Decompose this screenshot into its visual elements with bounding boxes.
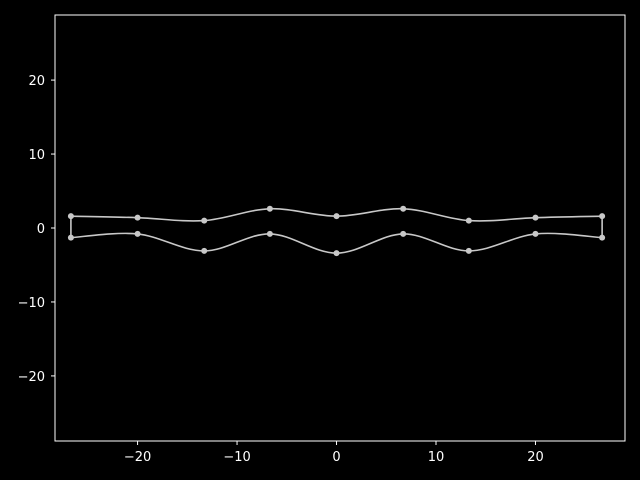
series-layer (67, 205, 606, 257)
y-tick-label: 20 (28, 74, 45, 89)
y-tick-label: 0 (37, 222, 45, 237)
y-tick-label: −20 (18, 370, 45, 385)
x-tick-label: −20 (124, 450, 151, 465)
data-point (532, 230, 539, 237)
series-0 (67, 205, 606, 224)
data-point (134, 214, 141, 221)
data-point (532, 214, 539, 221)
data-point (333, 250, 340, 257)
ticks-layer: −20 −10 0 10 20 −20 −10 0 10 20 (18, 74, 544, 465)
y-tick-label: −10 (18, 296, 45, 311)
data-point (201, 247, 208, 254)
x-tick-label: 0 (332, 450, 340, 465)
data-point (266, 230, 273, 237)
y-tick-label: 10 (28, 148, 45, 163)
data-point (400, 230, 407, 237)
data-point (134, 230, 141, 237)
data-point (201, 217, 208, 224)
data-point (266, 205, 273, 212)
data-point (333, 213, 340, 220)
x-tick-label: −10 (223, 450, 250, 465)
data-point (465, 217, 472, 224)
x-tick-label: 10 (428, 450, 445, 465)
data-point (400, 205, 407, 212)
x-tick-label: 20 (527, 450, 544, 465)
plot-frame (54, 14, 626, 442)
data-point (465, 247, 472, 254)
